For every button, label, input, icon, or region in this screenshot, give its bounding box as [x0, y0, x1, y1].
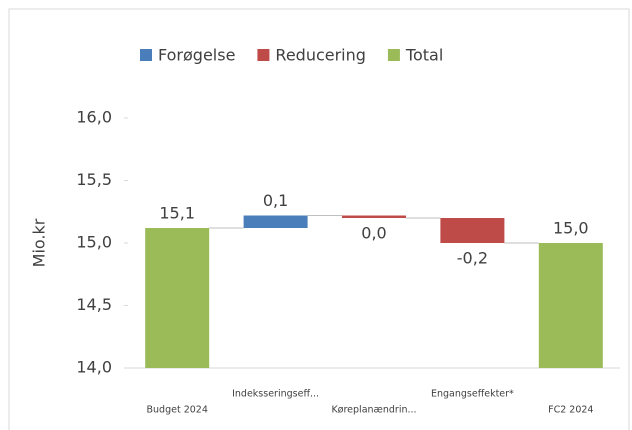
- y-tick-label: 15,5: [76, 170, 112, 189]
- bar: [538, 243, 603, 368]
- legend-swatch: [387, 49, 400, 61]
- x-tick-label: Budget 2024: [147, 405, 208, 416]
- data-label: 15,1: [159, 204, 195, 223]
- data-label: 15,0: [553, 219, 589, 238]
- legend-label: Total: [405, 46, 443, 65]
- x-tick-label: Engangseffekter*: [431, 389, 514, 400]
- bar: [145, 228, 210, 368]
- x-tick-label: Køreplanændrin...: [331, 405, 416, 416]
- data-label: -0,2: [457, 249, 488, 268]
- data-label: 0,0: [361, 224, 386, 243]
- y-tick-label: 15,0: [76, 233, 112, 252]
- data-label: 0,1: [263, 191, 288, 210]
- bar: [440, 218, 505, 243]
- y-tick-label: 14,0: [76, 358, 112, 377]
- x-tick-label: Indeksseringseff...: [232, 389, 319, 400]
- legend-swatch: [257, 49, 270, 61]
- legend-label: Forøgelse: [158, 46, 235, 65]
- bar: [243, 215, 308, 228]
- legend-swatch: [140, 49, 152, 61]
- x-tick-label: FC2 2024: [548, 405, 593, 416]
- bar: [342, 215, 406, 218]
- y-tick-label: 16,0: [76, 108, 112, 127]
- legend-label: Reducering: [275, 46, 366, 65]
- y-axis-label: Mio.kr: [30, 218, 49, 267]
- chart-frame: [8, 8, 630, 430]
- y-tick-label: 14,5: [76, 295, 112, 314]
